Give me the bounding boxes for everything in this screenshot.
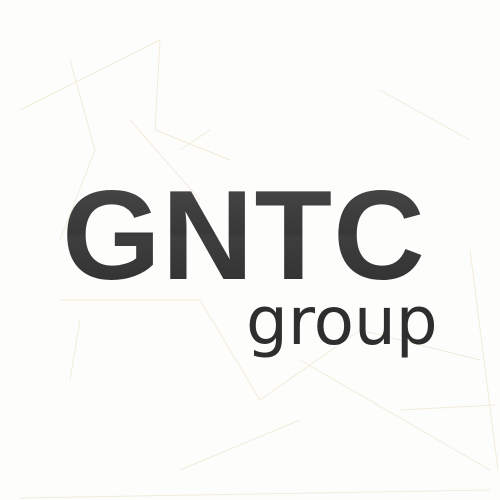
logo-main-text: GNTC	[62, 170, 442, 300]
logo-sub-text: group	[246, 283, 438, 360]
